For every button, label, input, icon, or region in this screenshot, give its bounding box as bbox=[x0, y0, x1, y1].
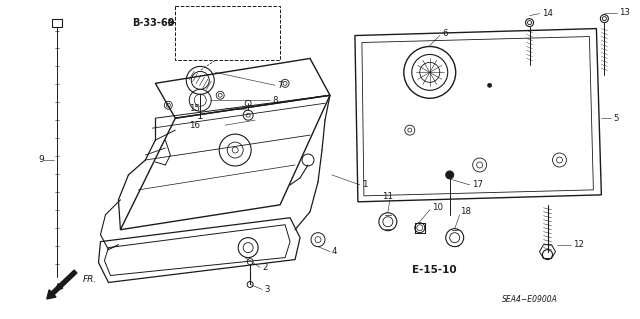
Text: B-33-60: B-33-60 bbox=[132, 18, 175, 28]
Text: 17: 17 bbox=[472, 180, 483, 189]
Text: 18: 18 bbox=[460, 207, 470, 216]
Circle shape bbox=[488, 83, 492, 87]
Bar bbox=[175, 6, 280, 60]
Text: FR.: FR. bbox=[83, 275, 97, 284]
Circle shape bbox=[445, 171, 454, 179]
Text: E-15-10: E-15-10 bbox=[412, 264, 457, 275]
Text: 4: 4 bbox=[332, 247, 337, 256]
Text: 14: 14 bbox=[541, 9, 552, 18]
Text: 16: 16 bbox=[189, 121, 200, 130]
Text: 7: 7 bbox=[277, 81, 283, 90]
Text: 9: 9 bbox=[38, 155, 44, 165]
Text: 12: 12 bbox=[573, 240, 584, 249]
Text: 11: 11 bbox=[382, 192, 394, 201]
Text: 3: 3 bbox=[264, 285, 269, 294]
Text: 6: 6 bbox=[443, 29, 448, 38]
Text: 10: 10 bbox=[432, 203, 443, 212]
FancyArrow shape bbox=[47, 270, 77, 299]
Bar bbox=[52, 19, 61, 26]
Text: 1: 1 bbox=[362, 180, 367, 189]
Text: 2: 2 bbox=[262, 263, 268, 272]
Text: 5: 5 bbox=[613, 114, 619, 123]
Text: SEA4−E0900A: SEA4−E0900A bbox=[502, 295, 557, 304]
Text: 13: 13 bbox=[620, 8, 630, 17]
Text: 15: 15 bbox=[189, 104, 200, 113]
Text: 8: 8 bbox=[272, 96, 278, 105]
